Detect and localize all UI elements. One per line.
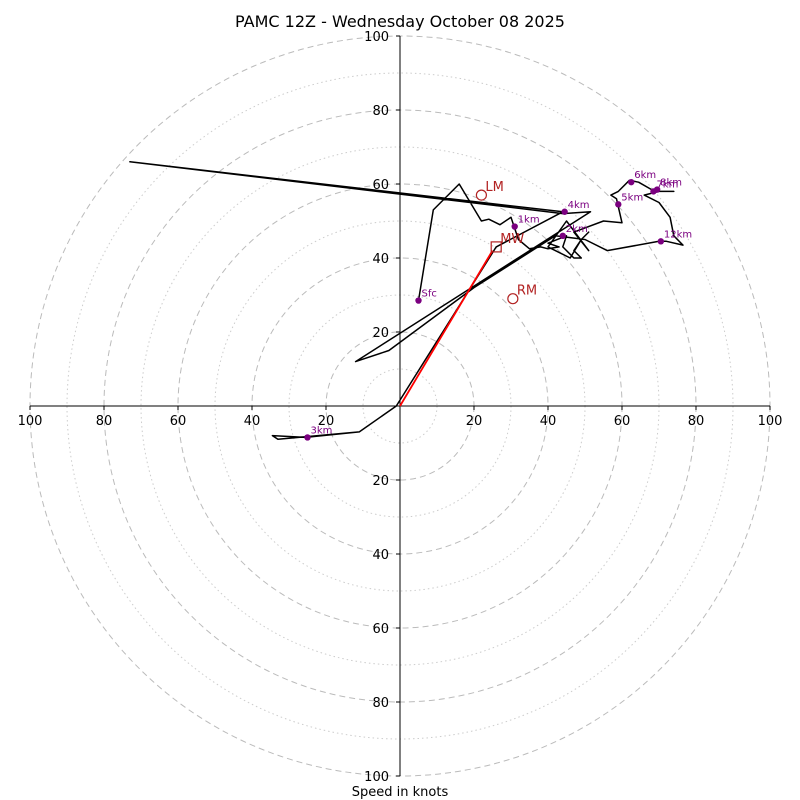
height-marker-dot [615, 201, 622, 208]
tick-labels: 100 80 60 40 20 20 40 60 80 100 100 80 60 40 20 20 40 60 8… [18, 30, 783, 785]
x-tick-label: 60 [614, 414, 631, 429]
y-tick-label: 80 [372, 104, 389, 119]
x-tick-label: 20 [318, 414, 335, 429]
storm-motion-markers: LM MW RM [475, 180, 537, 305]
storm-motion-label: MW [500, 232, 524, 247]
height-marker-label: 7km [656, 179, 678, 190]
x-tick-label: 20 [466, 414, 483, 429]
x-tick-label: 100 [18, 414, 43, 429]
height-marker-dot [415, 297, 422, 304]
storm-motion-label: LM [485, 180, 503, 195]
height-marker-label: Sfc [422, 289, 437, 300]
x-tick-label: 40 [244, 414, 261, 429]
height-marker-dot [628, 178, 635, 186]
y-tick-label: 20 [372, 326, 389, 341]
x-tick-label: 60 [170, 414, 187, 429]
y-tick-label: 80 [372, 696, 389, 711]
height-marker-dot [559, 232, 566, 239]
x-tick-label: 40 [540, 414, 557, 429]
storm-motion-marker [490, 241, 502, 253]
mean-wind-vector-group [399, 250, 494, 407]
y-tick-label: 100 [364, 770, 389, 785]
y-tick-label: 40 [372, 252, 389, 267]
storm-motion-marker [507, 293, 519, 305]
y-tick-label: 100 [364, 30, 389, 45]
height-marker-label: 8km [660, 178, 682, 189]
hodograph-trace [129, 161, 684, 441]
y-tick-label: 20 [372, 474, 389, 489]
height-marker-label: 5km [621, 192, 643, 203]
y-tick-label: 60 [372, 178, 389, 193]
height-marker-dot [561, 208, 568, 215]
x-tick-label: 80 [688, 414, 705, 429]
height-marker-label: 6km [634, 170, 656, 181]
height-marker-label: 1km [518, 215, 540, 226]
height-marker-label: 3km [311, 425, 333, 436]
hodograph-trace-group [129, 161, 684, 441]
x-tick-label: 100 [758, 414, 783, 429]
x-tick-label: 80 [96, 414, 113, 429]
height-marker-dot [653, 186, 661, 193]
storm-motion-marker [475, 189, 487, 201]
storm-motion-label: RM [517, 284, 537, 299]
y-tick-label: 60 [372, 622, 389, 637]
height-marker-label: 2km [566, 224, 588, 235]
y-tick-label: 40 [372, 548, 389, 563]
height-marker-label: 4km [568, 200, 590, 211]
mean-wind-vector [399, 250, 494, 407]
height-marker-dot [511, 223, 518, 230]
height-marker-label: 12km [664, 229, 692, 240]
x-axis-label: Speed in knots [352, 785, 449, 800]
height-marker-dot [304, 434, 311, 441]
height-marker-dot [657, 238, 665, 245]
chart-title: PAMC 12Z - Wednesday October 08 2025 [235, 12, 565, 31]
